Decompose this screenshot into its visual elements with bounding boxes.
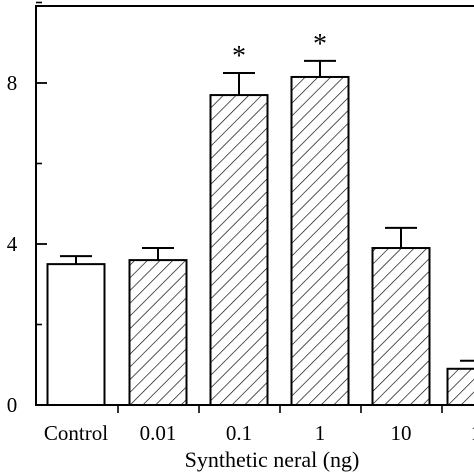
x-tick-label: 0.1 <box>226 421 252 445</box>
x-axis-title: Synthetic neral (ng) <box>185 447 360 472</box>
bar <box>446 367 474 406</box>
bars: * * <box>46 29 474 407</box>
bar-group <box>46 255 106 406</box>
y-tick-label: 8 <box>7 71 18 95</box>
y-tick-label: 4 <box>7 232 18 256</box>
x-tick-label: 1 <box>315 421 326 445</box>
bar <box>371 247 431 406</box>
x-axis: Control 0.01 0.1 1 10 1 <box>44 405 474 445</box>
significance-marker: * <box>232 41 246 72</box>
bar-group: * <box>209 41 269 406</box>
bar-group <box>128 247 188 406</box>
bar <box>46 263 106 406</box>
x-tick-label: Control <box>44 421 108 445</box>
x-tick-label: 1 <box>471 421 474 445</box>
significance-marker: * <box>313 29 327 60</box>
bar <box>290 75 350 407</box>
bar-group: * <box>290 29 350 407</box>
y-axis: 0 4 8 <box>7 1 47 417</box>
bar <box>209 94 269 406</box>
y-tick-label: 0 <box>7 393 18 417</box>
x-tick-label: 10 <box>391 421 412 445</box>
bar-group <box>446 359 474 406</box>
x-tick-label: 0.01 <box>140 421 177 445</box>
bar <box>128 259 188 406</box>
bar-group <box>371 226 431 406</box>
